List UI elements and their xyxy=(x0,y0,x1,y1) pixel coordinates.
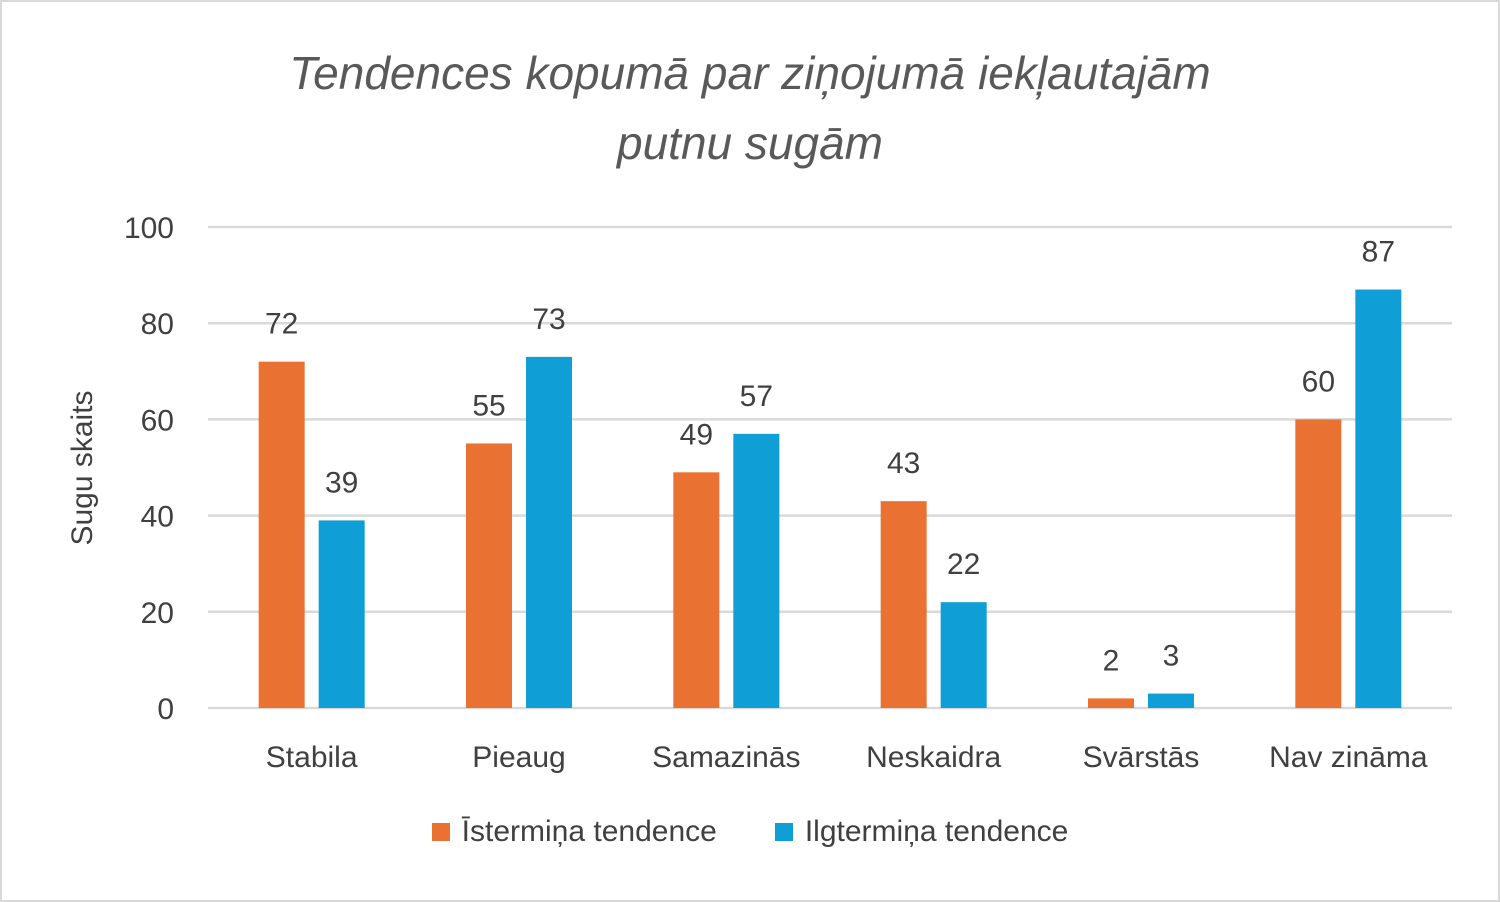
x-tick-label: Samazinās xyxy=(652,741,800,774)
bar-short-term xyxy=(880,501,927,708)
x-tick-label: Nav zināma xyxy=(1269,741,1428,774)
bar-long-term xyxy=(1148,693,1194,708)
data-label: 73 xyxy=(532,303,565,336)
data-label: 57 xyxy=(740,380,773,413)
bar-short-term xyxy=(466,443,512,708)
data-label: 60 xyxy=(1302,365,1335,398)
bar-long-term xyxy=(318,520,365,708)
legend-item-long-term: Ilgtermiņa tendence xyxy=(774,815,1069,849)
legend-swatch-short-term xyxy=(431,823,450,841)
data-label: 49 xyxy=(680,418,713,451)
bar-long-term xyxy=(733,433,780,708)
legend-label-long-term: Ilgtermiņa tendence xyxy=(804,815,1069,848)
y-tick-label: 100 xyxy=(124,212,174,245)
bar-long-term xyxy=(1355,289,1402,708)
x-tick-label: Pieaug xyxy=(472,741,565,774)
bar-short-term xyxy=(673,472,720,708)
data-label: 22 xyxy=(947,548,980,581)
y-axis-label: Sugu skaits xyxy=(66,390,99,545)
bar-short-term xyxy=(1088,698,1134,708)
legend: Īstermiņa tendence Ilgtermiņa tendence xyxy=(0,815,1500,849)
x-tick-label: Svārstās xyxy=(1083,741,1200,774)
legend-item-short-term: Īstermiņa tendence xyxy=(431,815,717,849)
y-axis-ticks: 0 20 40 60 80 100 xyxy=(124,212,174,726)
bars xyxy=(258,289,1402,708)
bar-long-term xyxy=(940,602,987,708)
data-label: 43 xyxy=(887,447,920,480)
legend-label-short-term: Īstermiņa tendence xyxy=(461,815,717,848)
data-label: 55 xyxy=(472,389,505,422)
y-tick-label: 0 xyxy=(157,693,174,726)
gridlines xyxy=(208,225,1452,710)
data-label: 2 xyxy=(1103,644,1120,677)
y-tick-label: 60 xyxy=(141,404,174,437)
data-label: 39 xyxy=(325,466,358,499)
data-label: 3 xyxy=(1163,640,1180,673)
chart-title-line-1: Tendences kopumā par ziņojumā iekļautajā… xyxy=(289,47,1211,99)
y-tick-label: 20 xyxy=(141,597,174,630)
bar-long-term xyxy=(526,356,572,708)
bar-short-term xyxy=(258,361,305,708)
bar-short-term xyxy=(1295,419,1342,708)
x-tick-label: Stabila xyxy=(266,741,358,774)
data-label: 72 xyxy=(265,308,298,341)
x-tick-label: Neskaidra xyxy=(866,741,1001,774)
y-tick-label: 40 xyxy=(141,501,174,534)
chart-title-line-2: putnu sugām xyxy=(617,117,883,169)
data-label: 87 xyxy=(1362,236,1395,269)
x-axis-ticks: Stabila Pieaug Samazinās Neskaidra Svārstās N… xyxy=(266,741,1428,774)
chart-title: Tendences kopumā par ziņojumā iekļautajā… xyxy=(0,38,1500,178)
legend-swatch-long-term xyxy=(774,823,793,841)
y-tick-label: 80 xyxy=(141,308,174,341)
